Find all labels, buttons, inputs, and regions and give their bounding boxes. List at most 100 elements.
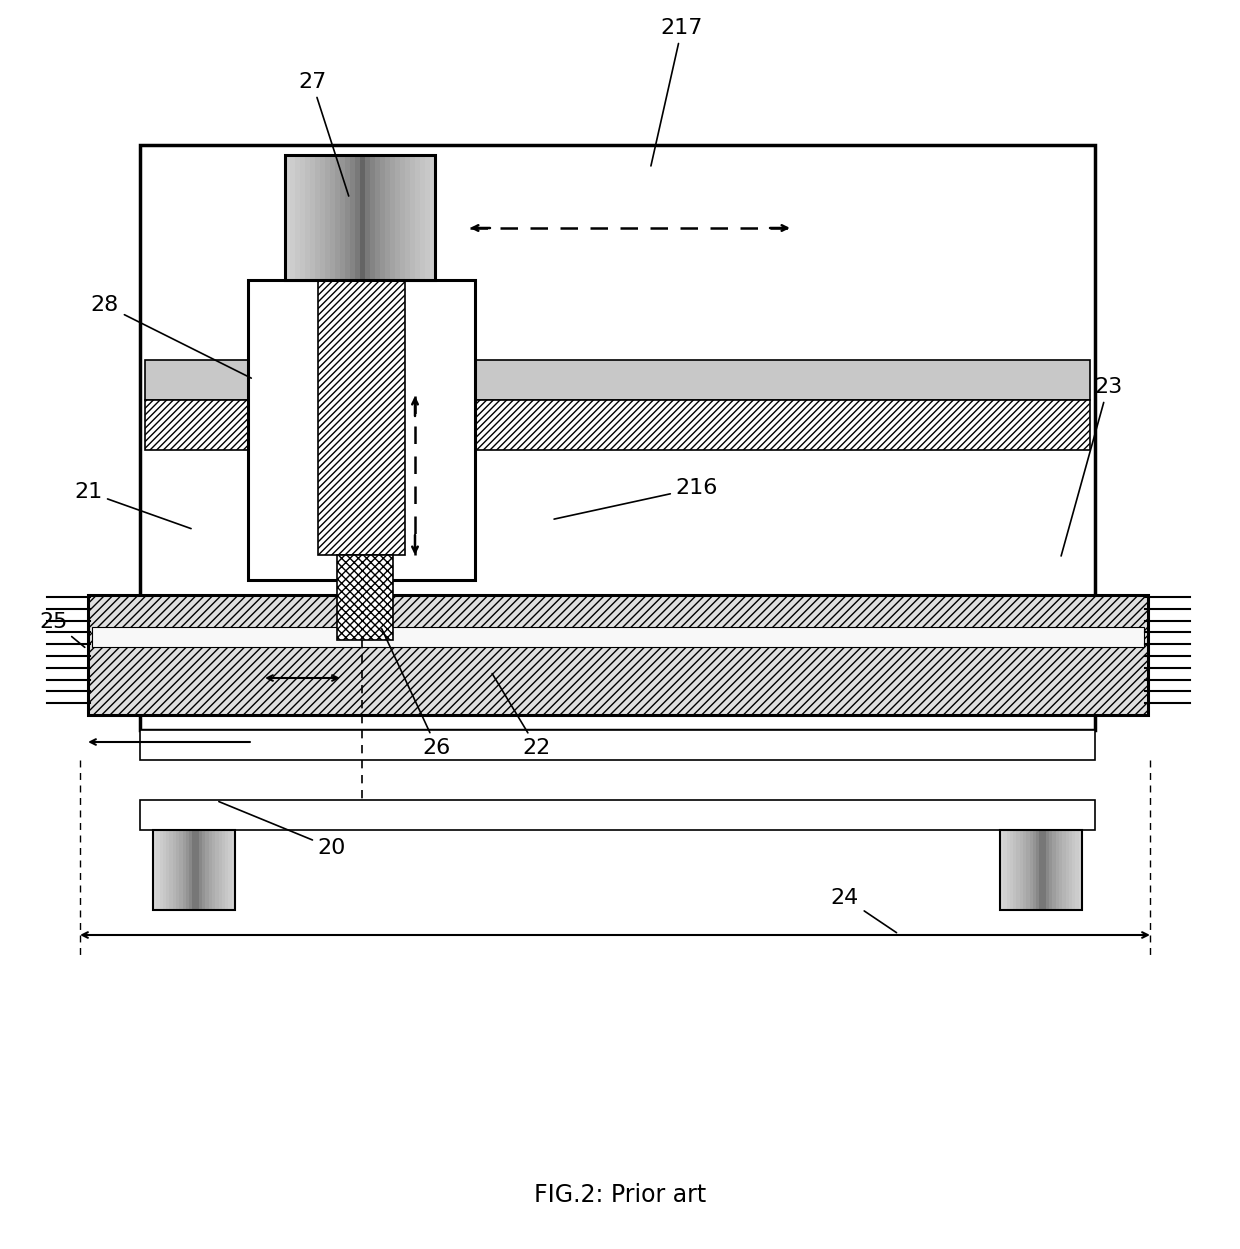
Bar <box>340 155 346 280</box>
Bar <box>285 155 291 280</box>
Bar <box>1009 831 1014 911</box>
Bar <box>999 831 1083 911</box>
Text: 25: 25 <box>40 612 84 647</box>
Text: 24: 24 <box>831 888 897 933</box>
Bar <box>999 831 1004 911</box>
Bar <box>1055 831 1060 911</box>
Bar <box>1045 831 1050 911</box>
Bar <box>405 155 410 280</box>
Bar <box>401 155 405 280</box>
Bar <box>330 155 336 280</box>
Bar <box>335 155 341 280</box>
Text: 216: 216 <box>554 478 718 520</box>
Bar <box>218 831 223 911</box>
Text: 23: 23 <box>1061 377 1122 556</box>
Bar <box>88 595 1148 714</box>
Bar <box>1007 831 1011 911</box>
Bar <box>315 155 321 280</box>
Bar <box>1073 831 1076 911</box>
Bar <box>337 555 393 639</box>
Bar <box>360 155 366 280</box>
Text: 28: 28 <box>91 295 252 378</box>
Bar <box>1013 831 1017 911</box>
Bar <box>285 155 435 280</box>
Text: 217: 217 <box>651 17 703 166</box>
Bar <box>365 155 371 280</box>
Bar <box>198 831 203 911</box>
Bar <box>1079 831 1083 911</box>
Bar <box>1065 831 1070 911</box>
Bar <box>206 831 210 911</box>
Bar <box>226 831 229 911</box>
Text: 22: 22 <box>492 673 551 758</box>
Bar <box>212 831 216 911</box>
Bar <box>166 831 170 911</box>
Bar <box>1053 831 1056 911</box>
Bar <box>384 155 391 280</box>
Bar <box>140 145 1095 729</box>
Bar <box>180 831 184 911</box>
Bar <box>186 831 190 911</box>
Bar <box>145 360 1090 400</box>
Bar <box>420 155 427 280</box>
Bar <box>1037 831 1040 911</box>
Bar <box>430 155 436 280</box>
Bar <box>248 280 475 580</box>
Bar <box>222 831 226 911</box>
Bar <box>1033 831 1037 911</box>
Bar <box>182 831 187 911</box>
Bar <box>156 831 160 911</box>
Bar <box>355 155 361 280</box>
Bar <box>172 831 177 911</box>
Bar <box>1023 831 1027 911</box>
Bar <box>325 155 331 280</box>
Bar <box>379 155 386 280</box>
Bar <box>1019 831 1024 911</box>
Text: 27: 27 <box>298 72 348 196</box>
Bar <box>140 729 1095 759</box>
Text: 26: 26 <box>382 628 451 758</box>
Bar <box>153 831 157 911</box>
Bar <box>415 155 422 280</box>
Bar <box>290 155 296 280</box>
Bar <box>228 831 233 911</box>
Bar <box>196 831 200 911</box>
Bar <box>391 155 396 280</box>
Bar <box>232 831 236 911</box>
Bar <box>188 831 193 911</box>
Bar <box>153 831 236 911</box>
Bar <box>170 831 174 911</box>
Bar <box>1039 831 1044 911</box>
Bar <box>1029 831 1034 911</box>
Bar <box>1003 831 1008 911</box>
Bar <box>208 831 213 911</box>
Bar <box>176 831 180 911</box>
Bar <box>295 155 301 280</box>
Bar <box>192 831 197 911</box>
Bar <box>162 831 167 911</box>
Text: 21: 21 <box>74 482 191 528</box>
Text: FIG.2: Prior art: FIG.2: Prior art <box>534 1183 706 1207</box>
Bar <box>320 155 326 280</box>
Bar <box>305 155 311 280</box>
Bar <box>202 831 207 911</box>
Bar <box>1017 831 1021 911</box>
Bar <box>92 627 1145 647</box>
Bar <box>216 831 219 911</box>
Bar <box>1063 831 1066 911</box>
Bar <box>396 155 401 280</box>
Bar <box>1059 831 1064 911</box>
Bar <box>350 155 356 280</box>
Bar <box>160 831 164 911</box>
Bar <box>310 155 316 280</box>
Bar <box>1027 831 1030 911</box>
Text: 20: 20 <box>218 802 346 858</box>
Bar <box>145 400 1090 450</box>
Bar <box>370 155 376 280</box>
Bar <box>1049 831 1054 911</box>
Bar <box>1043 831 1047 911</box>
Bar <box>317 280 405 555</box>
Bar <box>425 155 432 280</box>
Bar <box>345 155 351 280</box>
Bar <box>410 155 415 280</box>
